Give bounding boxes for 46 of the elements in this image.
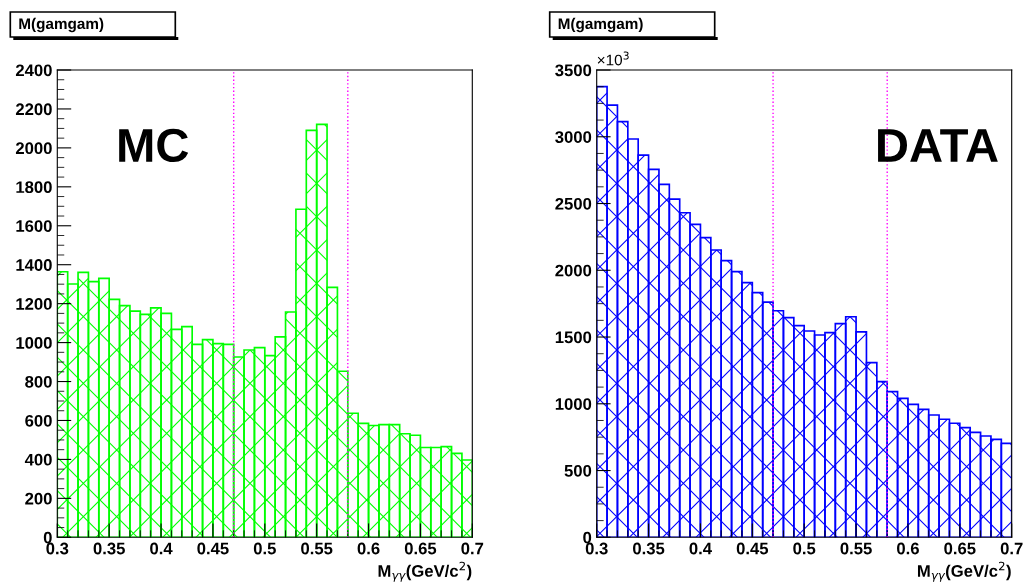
chart-title: M(gamgam) <box>558 17 643 33</box>
y-tick-label: 400 <box>24 453 52 466</box>
x-tick-label: 0.65 <box>404 542 437 555</box>
x-tick-label: 0.45 <box>197 542 229 555</box>
y-tick-label: 3500 <box>555 64 592 77</box>
y-tick-label: 0 <box>43 531 52 544</box>
y-tick-label: 800 <box>25 375 52 388</box>
x-axis-title: M$_{γγ}$(GeV/c$^{2}$) <box>378 561 472 582</box>
y-axis-title: ×10$^{3}$ <box>597 51 629 66</box>
x-tick-label: 0.4 <box>689 542 712 555</box>
x-tick-label: 0.5 <box>793 542 816 555</box>
x-tick-label: 0.3 <box>46 542 69 555</box>
y-tick-label: 2000 <box>555 264 592 277</box>
x-tick-label: 0.7 <box>461 542 484 555</box>
y-tick-label: 2000 <box>15 142 52 155</box>
y-tick-label: 2400 <box>15 64 52 77</box>
y-tick-label: 1500 <box>555 331 592 344</box>
x-tick-label: 0.6 <box>897 542 919 555</box>
x-tick-label: 0.35 <box>633 542 665 555</box>
annotation: DATA <box>878 129 998 162</box>
y-tick-label: 1800 <box>16 181 52 194</box>
x-tick-label: 0.3 <box>585 542 608 555</box>
y-tick-label: 600 <box>25 414 52 427</box>
y-tick-label: 1000 <box>555 398 592 410</box>
y-tick-label: 1000 <box>16 336 52 349</box>
y-tick-label: 200 <box>25 492 52 505</box>
y-tick-label: 3000 <box>555 131 592 143</box>
y-tick-label: 1600 <box>16 220 52 232</box>
x-tick-label: 0.35 <box>93 542 125 555</box>
x-tick-label: 0.55 <box>301 542 333 555</box>
chart-title: M(gamgam) <box>19 17 104 33</box>
annotation: MC <box>119 128 189 163</box>
x-tick-label: 0.6 <box>357 542 380 555</box>
x-axis-title: M$_{γγ}$(GeV/c$^{2}$) <box>917 561 1011 582</box>
y-tick-label: 0 <box>583 531 592 544</box>
y-tick-label: 1400 <box>16 259 52 271</box>
x-tick-label: 0.7 <box>1000 542 1023 555</box>
x-tick-label: 0.5 <box>253 542 276 555</box>
x-tick-label: 0.55 <box>840 542 872 555</box>
x-tick-label: 0.45 <box>736 542 769 555</box>
y-tick-label: 2200 <box>15 103 52 116</box>
y-tick-label: 500 <box>564 464 592 477</box>
x-tick-label: 0.65 <box>944 542 976 555</box>
y-tick-label: 2500 <box>555 197 592 210</box>
x-tick-label: 0.4 <box>150 542 173 555</box>
y-tick-label: 1200 <box>16 298 52 310</box>
